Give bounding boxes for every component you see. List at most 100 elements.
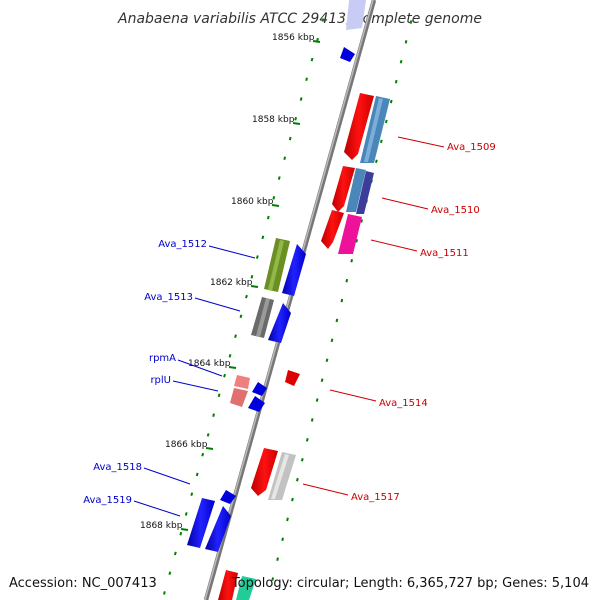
gene-feature[interactable] (218, 570, 238, 600)
kbp-label: 1858 kbp (252, 115, 295, 125)
kbp-label: 1860 kbp (231, 197, 274, 207)
track-tick (299, 97, 303, 101)
track-tick (281, 537, 284, 542)
kbp-tick (205, 447, 214, 450)
track-tick (404, 40, 408, 44)
track-tick (255, 255, 259, 259)
topology-text: Topology: circular; Length: 6,365,727 bp… (231, 576, 589, 591)
gene-feature[interactable] (321, 210, 344, 249)
track-tick (394, 79, 398, 84)
track-tick (286, 517, 289, 522)
gene-label-ava-1513[interactable]: Ava_1513 (144, 292, 193, 303)
right-gene-labels: Ava_1509 Ava_1510 Ava_1511 Ava_1514 Ava_… (302, 136, 496, 503)
leader-line (302, 483, 349, 496)
gene-feature[interactable] (252, 382, 267, 396)
track-tick (305, 77, 308, 82)
track-tick (345, 278, 349, 283)
track-tick (206, 433, 210, 437)
kbp-tick (180, 528, 189, 531)
track-tick (409, 20, 413, 24)
track-tick (272, 196, 276, 200)
track-tick (190, 492, 194, 496)
track-tick (179, 531, 183, 536)
leader-line (208, 245, 256, 259)
genome-backbone (203, 0, 377, 600)
genes-left (187, 47, 355, 552)
gene-label-ava-1512[interactable]: Ava_1512 (158, 239, 207, 250)
gene-feature[interactable] (248, 396, 265, 412)
gene-feature-highlight (271, 454, 289, 499)
track-tick (212, 413, 215, 417)
track-tick (271, 577, 275, 581)
kbp-label: 1862 kbp (210, 278, 253, 288)
track-tick (325, 358, 329, 363)
leader-line (143, 467, 191, 485)
gene-feature[interactable] (346, 168, 366, 212)
gene-feature-highlight (268, 240, 284, 291)
track-tick (223, 373, 226, 378)
gene-label-rplu[interactable]: rplU (150, 375, 171, 386)
gene-label-ava-1509[interactable]: Ava_1509 (447, 142, 496, 153)
track-tick (261, 235, 265, 240)
kbp-label: 1866 kbp (165, 440, 208, 450)
gene-feature[interactable] (356, 171, 374, 214)
track-tick (173, 551, 177, 556)
gene-label-ava-1519[interactable]: Ava_1519 (83, 495, 132, 506)
gene-feature-highlight (364, 98, 383, 162)
gene-feature[interactable] (268, 303, 291, 343)
gene-label-ava-1514[interactable]: Ava_1514 (379, 398, 428, 409)
gene-feature[interactable] (220, 490, 236, 504)
track-tick (355, 239, 359, 243)
track-tick (168, 571, 172, 575)
track-tick (305, 438, 309, 442)
gene-label-ava-1518[interactable]: Ava_1518 (93, 462, 142, 473)
gene-feature[interactable] (236, 576, 256, 600)
kbp-label: 1868 kbp (140, 521, 183, 531)
track-tick (335, 318, 339, 323)
track-tick (296, 477, 299, 482)
gene-label-ava-1510[interactable]: Ava_1510 (431, 205, 480, 216)
track-tick (195, 472, 199, 477)
gene-label-ava-1511[interactable]: Ava_1511 (420, 248, 469, 259)
leader-line (329, 389, 377, 402)
track-tick (384, 119, 388, 124)
track-tick (340, 298, 344, 303)
gene-feature[interactable] (344, 93, 374, 160)
gene-feature[interactable] (205, 506, 231, 552)
gene-feature[interactable] (251, 448, 278, 496)
leader-line (381, 197, 429, 210)
gene-feature[interactable] (230, 388, 248, 407)
kbp-label: 1864 kbp (188, 359, 231, 369)
gene-feature[interactable] (234, 375, 250, 389)
gene-feature[interactable] (282, 244, 306, 296)
leader-line (397, 136, 445, 148)
track-tick (310, 57, 314, 62)
kbp-tick (271, 204, 280, 207)
leader-line (194, 297, 241, 312)
track-tick (321, 18, 325, 22)
gene-feature[interactable] (332, 166, 355, 212)
gene-label-rpma[interactable]: rpmA (149, 353, 176, 364)
gene-feature[interactable] (346, 0, 366, 30)
gene-feature[interactable] (340, 47, 355, 62)
genome-backbone-highlight (204, 0, 374, 600)
accession-text: Accession: NC_007413 (9, 576, 157, 591)
leader-line (177, 359, 223, 377)
leader-line (172, 380, 219, 392)
track-tick (283, 156, 287, 161)
track-tick (330, 338, 334, 343)
gene-feature[interactable] (285, 370, 300, 386)
kbp-tick (250, 285, 259, 288)
gene-feature[interactable] (187, 498, 215, 548)
leader-line (133, 500, 181, 517)
gene-feature[interactable] (338, 214, 362, 254)
genes-right (218, 0, 390, 600)
track-tick (184, 512, 188, 516)
gene-label-ava-1517[interactable]: Ava_1517 (351, 492, 400, 503)
track-tick (375, 159, 378, 164)
track-tick (266, 215, 270, 220)
track-tick (217, 393, 221, 398)
track-tick (310, 418, 314, 422)
